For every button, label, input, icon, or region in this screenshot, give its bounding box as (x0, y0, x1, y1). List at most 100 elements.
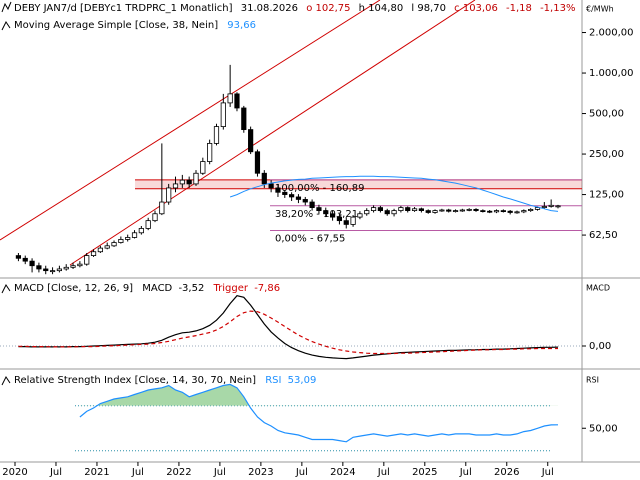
icon (1, 1, 12, 13)
candle-body (425, 210, 431, 213)
x-tick-label: 2022 (166, 467, 191, 478)
y-tick-label: 1.000,00 (589, 68, 634, 79)
indicator-name: Relative Strength Index [Close, 14, 30, … (14, 375, 256, 386)
x-tick-label: 2025 (412, 467, 437, 478)
x-tick-label: Jul (213, 467, 226, 478)
legend-name: MACD (142, 283, 172, 294)
zone (135, 179, 582, 189)
candle-body (548, 204, 554, 207)
candle-body (131, 232, 138, 238)
y-tick-label: 125,00 (589, 190, 624, 201)
x-tick-label: 2021 (84, 467, 109, 478)
candle-body (268, 183, 274, 189)
candle-body (521, 210, 527, 213)
candle-body (466, 208, 472, 211)
x-tick-label: 2026 (494, 467, 519, 478)
axes: 2.000,00 1.000,00 500,00 250,00 125,00 62,50 2… (2, 28, 633, 478)
candle-body (220, 102, 226, 127)
icon (1, 21, 11, 31)
candle-body (138, 228, 144, 234)
y-tick-label: 250,00 (589, 149, 624, 160)
macd-panel (0, 295, 582, 360)
symbol: DEBY JAN7/d [DEBYc1 TRDPRC_1 Monatlich] (14, 3, 233, 14)
candle-body (125, 237, 131, 240)
candle-body (534, 207, 541, 210)
candle-body (207, 143, 213, 162)
candle-body (104, 245, 110, 249)
legend-name: Trigger (213, 283, 249, 294)
quote: l 98,70 (411, 3, 446, 14)
y-tick-label: 62,50 (589, 230, 618, 241)
quote: o 102,75 (306, 3, 350, 14)
candle-body (254, 151, 261, 174)
fib-label: 100,00% - 160,89 (275, 183, 364, 194)
candle-body (350, 216, 356, 225)
icon (1, 376, 11, 386)
candle-body (186, 179, 192, 185)
candle-body (541, 206, 547, 209)
x-tick-label: Jul (541, 467, 554, 478)
candle-body (487, 210, 493, 213)
candle-body (446, 209, 452, 212)
quote: c 103,06 (454, 3, 498, 14)
candle-body (500, 210, 506, 213)
candle-body (29, 260, 35, 267)
candle-body (398, 207, 404, 212)
candle-body (329, 213, 336, 218)
trend-line (0, 0, 381, 241)
legend-value: 53,09 (288, 375, 317, 386)
overbought-fill (79, 384, 558, 406)
candle-body (336, 216, 343, 222)
candle-body (493, 210, 500, 213)
y-tick-label: 2.000,00 (589, 28, 634, 39)
candle-body (289, 194, 295, 198)
fib-label: 0,00% - 67,55 (275, 234, 345, 245)
legend-name: RSI (265, 375, 281, 386)
overlay-title: Moving Average Simple [Close, 38, Nein] … (14, 20, 256, 31)
candle-body (63, 266, 69, 270)
candle-body (111, 242, 117, 247)
candle-body (555, 205, 561, 208)
candle-body (357, 213, 363, 218)
overlay-value: 93,66 (227, 20, 256, 31)
candle-body (70, 265, 76, 268)
quote: h 104,80 (359, 3, 404, 14)
candle-body (480, 210, 486, 213)
candle-body (473, 208, 479, 212)
candle-body (295, 196, 302, 200)
candle-body (528, 208, 534, 212)
y-tick-label: 500,00 (589, 109, 624, 120)
indicator-line (18, 295, 559, 360)
candle-body (90, 251, 97, 256)
candle-body (49, 270, 56, 273)
candle-body (56, 268, 62, 272)
candle-body (97, 247, 103, 253)
candle-body (405, 207, 411, 212)
candle-body (459, 209, 465, 212)
candle-body (316, 207, 322, 212)
date: 31.08.2026 (241, 3, 298, 14)
x-tick-label: Jul (459, 467, 472, 478)
moving-average (229, 175, 559, 212)
rsi-title: Relative Strength Index [Close, 14, 30, … (14, 375, 316, 386)
candle-body (323, 210, 329, 215)
indicator-line (79, 383, 559, 443)
candle-body (439, 209, 445, 212)
icon (1, 284, 11, 294)
legend-value: -3,52 (178, 283, 204, 294)
candle-body (384, 210, 390, 215)
candle-body (152, 213, 158, 222)
x-tick-label: 2020 (2, 467, 27, 478)
candle-body (193, 172, 199, 185)
candle-body (261, 172, 267, 185)
y-tick-label: 0,00 (589, 341, 611, 352)
candle-body (364, 210, 370, 215)
candle-body (343, 220, 349, 225)
quote: -1,18 (506, 3, 532, 14)
rsi-panel (75, 383, 559, 452)
overlay-name: Moving Average Simple [Close, 38, Nein] (14, 20, 218, 31)
x-tick-label: Jul (49, 467, 62, 478)
trend-line (69, 0, 476, 266)
candle-body (43, 268, 49, 272)
